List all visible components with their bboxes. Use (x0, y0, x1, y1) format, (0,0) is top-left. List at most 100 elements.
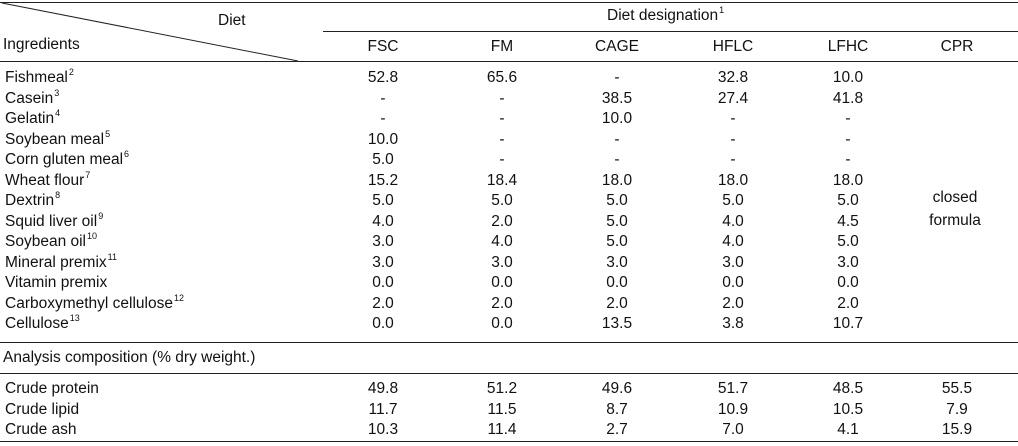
table-cell: 5.0 (837, 192, 859, 209)
table-cell: 0.0 (837, 274, 859, 291)
analysis-label: Crude protein (5, 380, 99, 397)
header-bottom-rule (0, 61, 1018, 62)
table-cell: 7.9 (946, 400, 968, 418)
analysis-label: Crude lipid (5, 400, 80, 418)
diet-designation-text: Diet designation (607, 7, 719, 24)
table-cell: 18.0 (717, 171, 749, 189)
table-cell: 0.0 (372, 315, 394, 332)
column-header-cage: CAGE (595, 38, 639, 55)
ingredient-footnote: 4 (55, 108, 61, 118)
ingredient-name: Corn gluten meal (5, 151, 124, 168)
ingredient-name: Soybean oil (5, 233, 87, 250)
analysis-section-label: Analysis composition (% dry weight.) (3, 349, 256, 366)
ingredient-label: Vitamin premix (5, 275, 107, 291)
table-cell: 2.0 (491, 212, 513, 230)
table-cell: 52.8 (367, 69, 399, 86)
table-cell: - (845, 130, 851, 148)
table-cell: 4.0 (722, 233, 744, 250)
ingredient-footnote: 6 (124, 149, 130, 159)
table-cell: 49.8 (367, 380, 399, 397)
table-cell: 2.0 (606, 294, 628, 312)
ingredient-footnote: 12 (174, 292, 185, 303)
ingredient-name: Mineral premix (5, 253, 107, 271)
column-header-fm: FM (490, 38, 514, 55)
ingredient-footnote: 3 (54, 87, 60, 98)
table-cell: - (499, 110, 505, 127)
table-cell: 18.0 (832, 171, 864, 189)
ingredient-name: Vitamin premix (5, 274, 108, 291)
ingredient-footnote: 13 (69, 313, 80, 323)
ingredient-footnote: 11 (107, 251, 117, 262)
ingredient-label: Dextrin8 (5, 191, 60, 209)
table-cell: 10.9 (717, 400, 749, 418)
analysis-label: Crude ash (5, 421, 77, 438)
ingredient-name: Cellulose (5, 315, 69, 332)
ingredient-label: Mineral premix11 (5, 251, 117, 271)
ingredient-label: Soybean oil10 (5, 231, 98, 250)
analysis-top-rule (0, 342, 1018, 343)
ingredient-label: Gelatin4 (5, 108, 61, 127)
ingredient-name: Wheat flour (5, 171, 85, 189)
table-cell: 5.0 (491, 192, 513, 209)
table-cell: 48.5 (832, 380, 864, 397)
table-cell: - (499, 89, 505, 107)
table-cell: 10.0 (832, 69, 864, 86)
diet-designation-footnote: 1 (719, 5, 725, 15)
table-cell: 4.0 (372, 212, 394, 230)
ingredient-name: Squid liver oil (5, 212, 98, 230)
table-cell: 41.8 (832, 89, 864, 107)
table-cell: - (730, 130, 736, 148)
table-cell: 5.0 (372, 151, 394, 168)
table-cell: 8.7 (606, 400, 628, 418)
ingredient-footnote: 10 (87, 231, 98, 241)
table-cell: 3.8 (722, 315, 744, 332)
ingredient-name: Gelatin (5, 110, 55, 127)
designation-rule (323, 31, 1018, 32)
table-cell: 2.0 (722, 294, 744, 312)
table-cell: - (845, 110, 851, 127)
table-cell: 55.5 (941, 380, 973, 397)
table-cell: - (499, 151, 505, 168)
table-cell: 3.0 (722, 253, 744, 271)
column-header-cpr: CPR (940, 38, 974, 55)
table-cell: 4.1 (837, 421, 859, 438)
table-cell: 10.0 (601, 110, 633, 127)
table-cell: - (380, 110, 386, 127)
table-cell: - (614, 151, 620, 168)
table-cell: 49.6 (601, 380, 633, 397)
table-cell: 5.0 (606, 212, 628, 230)
ingredient-footnote: 9 (98, 210, 104, 221)
table-cell: 0.0 (372, 274, 394, 291)
table-cell: 2.7 (606, 421, 628, 438)
ingredient-footnote: 2 (68, 67, 74, 77)
column-header-lfhc: LFHC (827, 38, 869, 55)
ingredient-label: Squid liver oil9 (5, 210, 104, 230)
table-cell: 11.7 (368, 400, 398, 418)
table-cell: 4.0 (491, 233, 513, 250)
table-cell: 11.5 (487, 400, 517, 418)
table-cell: 0.0 (722, 274, 744, 291)
table-cell: 15.2 (367, 171, 399, 189)
ingredient-footnote: 5 (105, 128, 111, 139)
table-cell: 10.7 (832, 315, 864, 332)
ingredient-label: Corn gluten meal6 (5, 149, 130, 168)
table-cell: 11.4 (487, 421, 517, 438)
table-cell: 5.0 (722, 192, 744, 209)
table-cell: - (499, 130, 505, 148)
table-cell: 10.0 (367, 130, 399, 148)
table-cell: 5.0 (606, 192, 628, 209)
table-cell: 3.0 (491, 253, 513, 271)
table-cell: 13.5 (601, 315, 633, 332)
table-cell: - (380, 89, 386, 107)
table-cell: 51.2 (486, 380, 518, 397)
ingredients-header-label: Ingredients (3, 36, 80, 53)
analysis-label-rule (0, 373, 1018, 374)
table-cell: 2.0 (837, 294, 859, 312)
header-diagonal-line (1, 2, 299, 62)
cpr-note-line1: closed (932, 189, 978, 206)
table-cell: 5.0 (606, 233, 628, 250)
table-top-rule (0, 2, 1018, 3)
table-cell: 10.5 (832, 400, 864, 418)
diet-designation-label: Diet designation1 (607, 5, 725, 24)
ingredient-name: Dextrin (5, 192, 55, 209)
